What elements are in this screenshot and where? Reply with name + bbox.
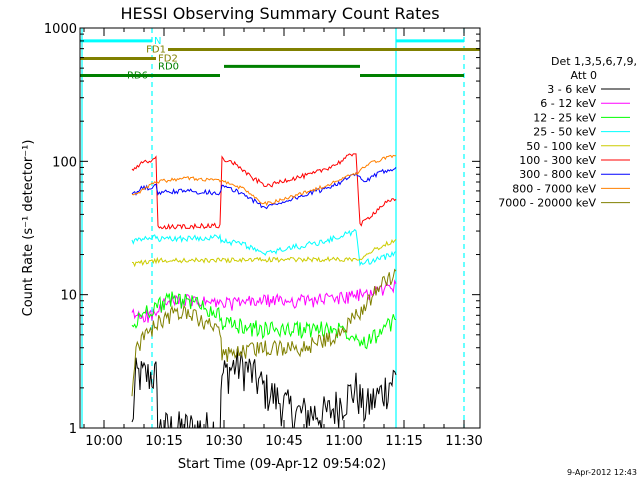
series-line-25-50-kev [131, 228, 397, 267]
legend-label: 3 - 6 keV [547, 83, 596, 96]
y-tick-label: 1 [69, 422, 77, 437]
x-tick-label: 10:00 [85, 434, 122, 449]
x-tick-label: 10:30 [205, 434, 242, 449]
flag-label-rd0: RD0 [158, 61, 179, 72]
legend-label: 25 - 50 keV [533, 126, 596, 139]
legend-label: 7000 - 20000 keV [498, 197, 596, 210]
flag-label-fd2: FD2 [158, 54, 178, 65]
series-line-6-12-kev [131, 279, 397, 323]
y-tick-label: 100 [52, 155, 77, 170]
x-tick-label: 11:15 [385, 434, 422, 449]
series-line-100-300-kev [131, 153, 397, 230]
axes: 1 10 100 1000 10:00 10:15 10:30 10:45 11:00 11:15… [44, 22, 483, 449]
series-line-800-7000-kev [131, 154, 397, 207]
y-tick-label: 10 [60, 289, 77, 304]
plot-frame [79, 27, 481, 429]
legend-label: 6 - 12 keV [540, 97, 596, 110]
x-tick-label: 10:45 [265, 434, 302, 449]
legend-label: 12 - 25 keV [533, 111, 596, 124]
legend-header-1: Det 1,3,5,6,7,9, [551, 55, 637, 68]
flag-label-fd1: FD1 [146, 44, 166, 55]
series-lines [131, 153, 397, 428]
legend-label: 50 - 100 keV [526, 140, 596, 153]
legend-label: 300 - 800 keV [519, 168, 596, 181]
series-line-3-6-kev [131, 348, 397, 428]
footer-timestamp: 9-Apr-2012 12:43 [567, 468, 637, 477]
x-tick-label: 11:00 [325, 434, 362, 449]
y-tick-label: 1000 [44, 22, 77, 37]
flag-label-rd6: RD6 [127, 71, 148, 82]
legend-header-2: Att 0 [571, 69, 597, 82]
x-tick-label: 10:15 [145, 434, 182, 449]
vertical-markers [81, 28, 465, 428]
x-tick-label: 11:30 [445, 434, 482, 449]
flag-label-n: N [154, 36, 161, 47]
x-axis-label: Start Time (09-Apr-12 09:54:02) [178, 457, 386, 472]
legend-label: 800 - 7000 keV [512, 182, 596, 195]
legend-label: 100 - 300 keV [519, 154, 596, 167]
series-line-50-100-kev [131, 238, 397, 268]
chart-title: HESSI Observing Summary Count Rates [120, 4, 439, 23]
y-axis-label: Count Rate (s⁻¹ detector⁻¹) [21, 140, 36, 317]
series-line-7000-20000-kev [131, 268, 397, 397]
series-line-12-25-kev [131, 291, 397, 350]
